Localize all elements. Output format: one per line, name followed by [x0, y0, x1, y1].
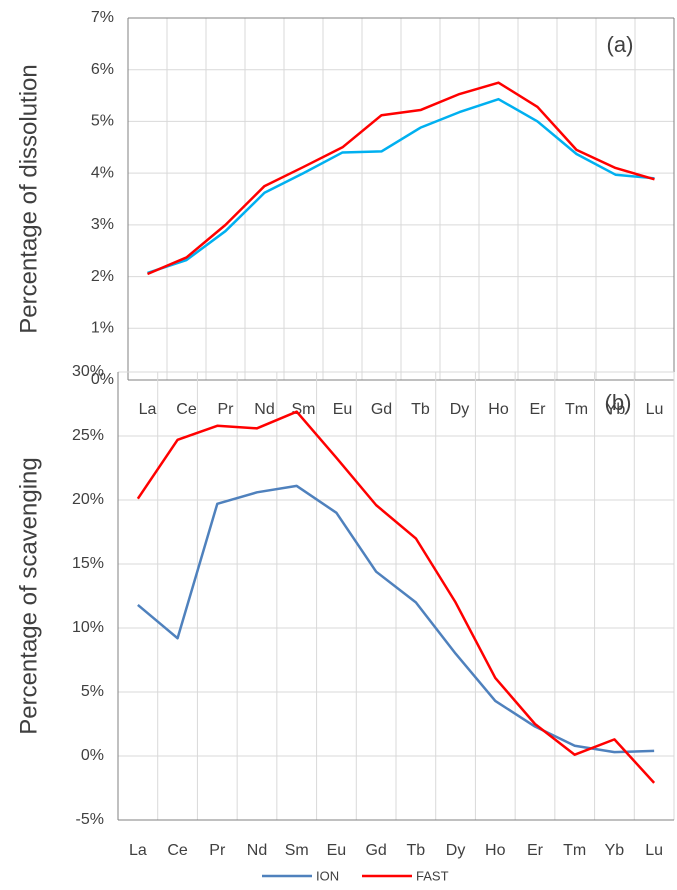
x-tick-label: Ce	[167, 842, 188, 859]
y-tick-label: 15%	[72, 555, 104, 572]
x-tick-label: Gd	[371, 401, 392, 418]
y-tick-label: 3%	[91, 216, 114, 233]
x-tick-label: Ho	[485, 842, 506, 859]
annotation: (b)	[605, 390, 632, 415]
x-tick-label: Nd	[254, 401, 274, 418]
y-tick-label: 0%	[81, 747, 104, 764]
y-tick-label: 1%	[91, 320, 114, 337]
y-axis-label: Percentage of scavenging	[15, 457, 42, 735]
legend-label: FAST	[416, 868, 449, 883]
x-tick-label: Tm	[563, 842, 586, 859]
series-line	[147, 97, 655, 275]
y-tick-label: 5%	[81, 683, 104, 700]
x-tick-label: Tb	[411, 401, 430, 418]
x-tick-label: Ho	[488, 401, 509, 418]
x-tick-label: Pr	[218, 401, 235, 418]
legend-label: ION	[316, 868, 339, 883]
x-tick-label: La	[139, 401, 157, 418]
y-axis-label: Percentage of dissolution	[15, 64, 42, 334]
annotation: (a)	[607, 32, 634, 57]
x-tick-label: Pr	[209, 842, 226, 859]
y-tick-label: 5%	[91, 113, 114, 130]
x-tick-label: Yb	[605, 842, 625, 859]
series-line	[147, 81, 655, 276]
y-tick-label: 20%	[72, 491, 104, 508]
y-tick-label: 7%	[91, 9, 114, 26]
y-tick-label: 25%	[72, 427, 104, 444]
x-tick-label: Er	[530, 401, 547, 418]
x-tick-label: Eu	[333, 401, 353, 418]
x-tick-label: Nd	[247, 842, 267, 859]
y-tick-label: 6%	[91, 61, 114, 78]
x-tick-label: Gd	[365, 842, 386, 859]
x-tick-label: Er	[527, 842, 544, 859]
series-line	[137, 484, 655, 754]
y-tick-label: 2%	[91, 268, 114, 285]
x-tick-label: Sm	[292, 401, 316, 418]
x-tick-label: La	[129, 842, 147, 859]
x-tick-label: Sm	[285, 842, 309, 859]
y-tick-label: 10%	[72, 619, 104, 636]
x-tick-label: Lu	[646, 401, 664, 418]
x-tick-label: Tb	[407, 842, 426, 859]
x-tick-label: Tm	[565, 401, 588, 418]
x-tick-label: Yb	[606, 401, 626, 418]
x-tick-label: Eu	[327, 842, 347, 859]
y-tick-label: 0%	[91, 371, 114, 388]
x-tick-label: Lu	[645, 842, 663, 859]
y-tick-label: 30%	[72, 363, 104, 380]
series-line	[136, 410, 656, 784]
x-tick-label: Dy	[446, 842, 466, 859]
y-tick-label: -5%	[76, 811, 104, 828]
y-tick-label: 4%	[91, 164, 114, 181]
x-tick-label: Dy	[450, 401, 470, 418]
x-tick-label: Ce	[176, 401, 197, 418]
